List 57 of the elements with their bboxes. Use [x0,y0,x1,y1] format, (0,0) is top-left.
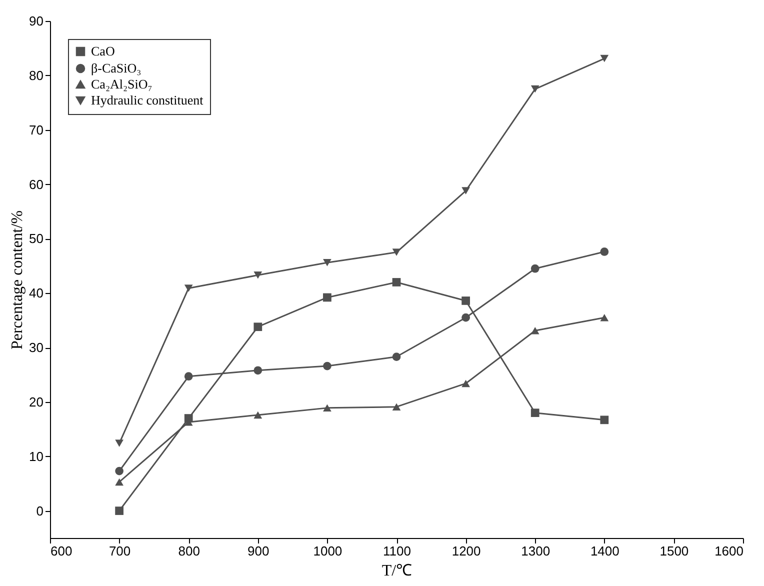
x-tick-label: 1300 [521,544,550,558]
legend-label: Hydraulic constituent [91,92,204,108]
y-axis-title: Percentage content/% [9,210,26,350]
point [323,259,332,266]
y-tick-label: 60 [29,176,44,192]
x-tick-label: 1000 [313,544,342,558]
point [115,506,124,515]
y-tick-label: 0 [36,503,44,518]
y-tick-label: 30 [29,340,44,356]
point [392,352,401,361]
point [600,248,609,256]
point [392,403,401,410]
x-tick-label: 1200 [452,544,481,558]
legend-label: Ca₂Al₂SiO₇ [91,76,152,92]
point [600,54,609,62]
point [462,187,470,194]
legend-label: CaO [91,44,115,58]
y-tick-label: 10 [29,448,44,464]
point [115,466,124,476]
x-tick-label: 1400 [590,544,620,558]
point [392,248,401,256]
point [462,296,470,305]
y-tick-label: 80 [29,68,44,83]
point [254,322,262,332]
x-tick-label: 1600 [714,544,744,558]
x-axis-title: T/℃ [382,562,412,580]
x-tick-label: 800 [178,544,200,558]
point [530,408,540,418]
y-tick-label: 40 [29,286,44,301]
point [254,411,262,419]
point [530,327,540,334]
y-tick-label: 20 [29,394,44,410]
point [530,264,540,273]
point [115,440,124,447]
point [323,293,332,302]
point [254,366,262,375]
y-tick-label: 90 [29,14,44,28]
x-tick-label: 700 [108,544,131,558]
point [462,380,470,388]
point [323,362,332,370]
point [254,272,262,279]
point [323,404,332,412]
x-tick-label: 1500 [660,544,689,558]
point [530,85,540,93]
y-tick-label: 50 [29,231,44,246]
point [184,372,193,381]
x-tick-label: 600 [50,544,72,558]
point [462,313,470,322]
point [115,478,124,486]
x-tick-label: 900 [248,544,270,558]
point [184,284,193,292]
x-tick-label: 1100 [383,544,411,558]
point [600,416,609,424]
legend-label: β-CaSiO₃ [91,60,142,76]
point [392,278,401,286]
point [600,314,609,322]
y-tick-label: 70 [29,122,44,138]
